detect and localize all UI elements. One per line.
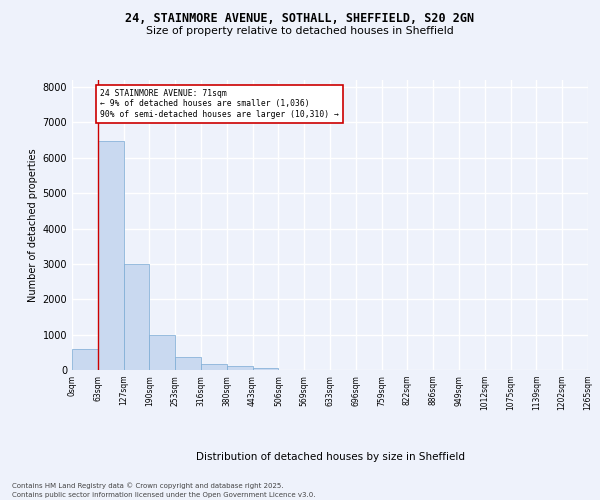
Text: 24, STAINMORE AVENUE, SOTHALL, SHEFFIELD, S20 2GN: 24, STAINMORE AVENUE, SOTHALL, SHEFFIELD…	[125, 12, 475, 26]
Text: 24 STAINMORE AVENUE: 71sqm
← 9% of detached houses are smaller (1,036)
90% of se: 24 STAINMORE AVENUE: 71sqm ← 9% of detac…	[100, 89, 339, 118]
Bar	[124, 264, 149, 370]
Bar	[175, 357, 201, 370]
Text: Contains HM Land Registry data © Crown copyright and database right 2025.: Contains HM Land Registry data © Crown c…	[12, 482, 284, 489]
Y-axis label: Number of detached properties: Number of detached properties	[28, 148, 38, 302]
Bar	[201, 364, 227, 370]
Bar	[98, 141, 124, 370]
Text: Size of property relative to detached houses in Sheffield: Size of property relative to detached ho…	[146, 26, 454, 36]
Text: Contains public sector information licensed under the Open Government Licence v3: Contains public sector information licen…	[12, 492, 316, 498]
X-axis label: Distribution of detached houses by size in Sheffield: Distribution of detached houses by size …	[196, 452, 464, 462]
Bar	[149, 334, 175, 370]
Bar	[253, 368, 278, 370]
Bar	[72, 350, 98, 370]
Bar	[227, 366, 253, 370]
